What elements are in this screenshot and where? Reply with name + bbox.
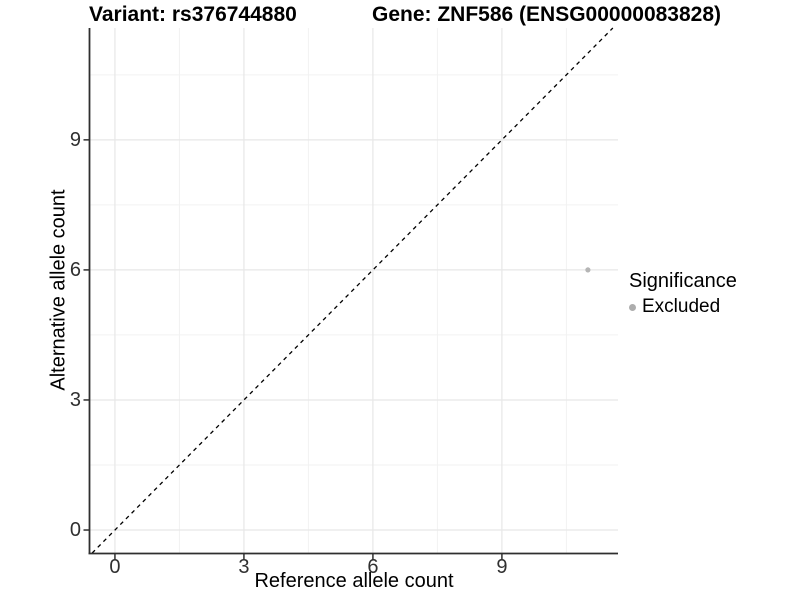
legend-point-icon — [629, 303, 636, 311]
legend-title: Significance — [629, 270, 737, 292]
x-tick-label: 6 — [367, 556, 379, 578]
legend-item-label: Excluded — [642, 296, 721, 317]
plot-title-variant: Variant: rs376744880 — [89, 3, 297, 26]
y-tick-label: 6 — [69, 258, 81, 281]
y-tick-label: 9 — [69, 128, 81, 151]
x-tick-label: 3 — [238, 556, 250, 578]
x-tick-label: 0 — [109, 556, 121, 578]
x-tick-label: 9 — [496, 556, 508, 578]
identity-line — [91, 27, 614, 554]
x-axis-title: Reference allele count — [254, 570, 454, 592]
y-tick-label: 3 — [69, 388, 81, 411]
y-tick-label: 0 — [69, 519, 81, 542]
plot-title-gene: Gene: ZNF586 (ENSG00000083828) — [372, 3, 722, 26]
y-axis-title: Alternative allele count — [47, 189, 70, 391]
legend-item-excluded: Excluded — [629, 296, 737, 318]
legend: Significance Excluded — [629, 270, 737, 318]
data-point — [585, 267, 591, 273]
